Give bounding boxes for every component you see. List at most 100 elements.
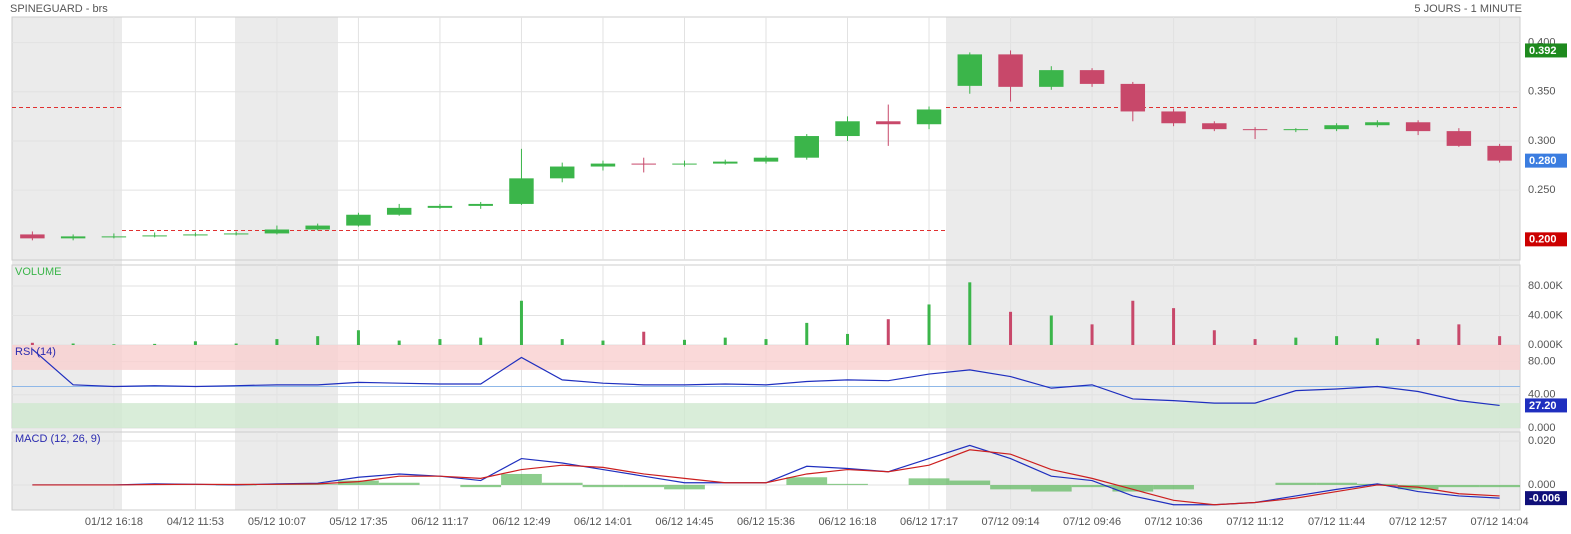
volume-bar <box>519 300 523 345</box>
volume-bar <box>479 337 483 345</box>
candle-body <box>672 163 697 165</box>
macd-histogram-bar <box>378 482 420 485</box>
macd-histogram-bar <box>460 484 502 488</box>
y-tick-label: 40.00 <box>1528 389 1556 401</box>
volume-bar <box>316 336 320 345</box>
candle-body <box>223 233 249 235</box>
volume-bar <box>927 304 931 345</box>
value-badge <box>1525 153 1567 168</box>
macd-histogram-bar <box>1479 484 1520 488</box>
volume-bar <box>1090 324 1094 345</box>
macd-histogram-bar <box>1316 482 1357 485</box>
x-tick-label: 07/12 11:44 <box>1308 516 1365 528</box>
volume-bar <box>397 340 401 345</box>
y-tick-label: 80.00K <box>1528 280 1564 292</box>
x-tick-label: 07/12 09:14 <box>981 516 1039 528</box>
value-badge <box>1525 232 1567 247</box>
volume-bar <box>682 339 686 345</box>
volume-bar <box>601 340 605 345</box>
volume-bar <box>723 337 727 345</box>
volume-bar <box>1375 338 1379 345</box>
value-badge-label: 0.392 <box>1529 45 1557 57</box>
y-tick-label: 0.000 <box>1528 479 1556 491</box>
value-badge <box>1525 398 1567 413</box>
candle-body <box>1446 131 1472 146</box>
x-tick-label: 05/12 17:35 <box>329 516 387 528</box>
x-tick-label: 06/12 14:45 <box>655 516 713 528</box>
macd-histogram-bar <box>1071 484 1113 488</box>
candle-body <box>60 236 86 239</box>
value-badge <box>1525 491 1567 506</box>
macd-histogram-bar <box>1112 484 1154 492</box>
x-tick-label: 06/12 14:01 <box>574 516 632 528</box>
value-badge-label: 0.280 <box>1529 155 1557 167</box>
candle-body <box>1079 70 1105 84</box>
volume-bar <box>275 339 279 345</box>
panel-title: MACD (12, 26, 9) <box>15 433 101 445</box>
y-tick-label: 0.020 <box>1528 435 1556 447</box>
candle-body <box>1039 70 1064 87</box>
volume-bar <box>642 331 646 345</box>
candle-body <box>183 234 208 236</box>
candle-body <box>1487 145 1512 161</box>
macd-histogram-bar <box>297 484 339 485</box>
x-tick-label: 07/12 09:46 <box>1063 516 1121 528</box>
candle-body <box>264 229 290 234</box>
candle-body <box>386 207 412 215</box>
candle-body <box>713 161 738 164</box>
candle-body <box>998 54 1023 87</box>
candle-body <box>1120 83 1146 112</box>
volume-bar <box>153 343 157 345</box>
volume-bar <box>234 343 238 345</box>
rsi-band <box>12 345 1520 370</box>
volume-bar <box>1416 339 1420 345</box>
macd-histogram-bar <box>623 484 665 488</box>
volume-bar <box>193 341 197 345</box>
chart-title: SPINEGUARD - brs <box>10 3 108 15</box>
candle-body <box>142 235 167 237</box>
candle-body <box>549 166 575 179</box>
candle-body <box>1161 111 1186 124</box>
y-tick-label: 0.000K <box>1528 339 1564 351</box>
panel-title: RSI (14) <box>15 346 56 358</box>
volume-bar <box>968 282 972 345</box>
volume-bar <box>1335 336 1339 345</box>
volume-bar <box>1253 339 1257 345</box>
value-badge-label: 0.200 <box>1529 234 1557 246</box>
volume-bar <box>112 344 116 345</box>
value-badge-label: 27.20 <box>1529 400 1557 412</box>
candle-body <box>305 225 330 230</box>
x-tick-label: 06/12 15:36 <box>737 516 795 528</box>
candle-body <box>631 163 656 165</box>
rsi-band <box>12 403 1520 428</box>
volume-bar <box>1009 311 1013 345</box>
candle-body <box>753 157 779 162</box>
closed-session <box>946 17 1520 510</box>
volume-bar <box>1212 330 1216 345</box>
candle-body <box>20 234 45 239</box>
volume-bar <box>1172 308 1176 345</box>
candle-body <box>468 203 493 206</box>
candle-body <box>957 54 983 86</box>
x-tick-label: 06/12 16:18 <box>818 516 876 528</box>
x-tick-label: 07/12 12:57 <box>1389 516 1447 528</box>
value-badge-label: -0.006 <box>1529 493 1560 505</box>
x-tick-label: 01/12 16:18 <box>85 516 143 528</box>
macd-histogram-bar <box>786 477 828 485</box>
macd-histogram-bar <box>541 482 583 485</box>
volume-bar <box>438 339 442 345</box>
volume-bar <box>846 333 850 345</box>
candle-body <box>1283 129 1309 131</box>
y-tick-label: 40.00K <box>1528 309 1564 321</box>
candle-body <box>1242 129 1268 131</box>
x-tick-label: 05/12 10:07 <box>248 516 306 528</box>
macd-histogram-bar <box>990 484 1031 490</box>
volume-bar <box>71 343 75 345</box>
candle-body <box>1365 122 1390 126</box>
volume-bar <box>1457 324 1461 345</box>
macd-histogram-bar <box>1438 484 1480 488</box>
macd-histogram-bar <box>1153 484 1194 490</box>
panel-title: VOLUME <box>15 266 61 278</box>
